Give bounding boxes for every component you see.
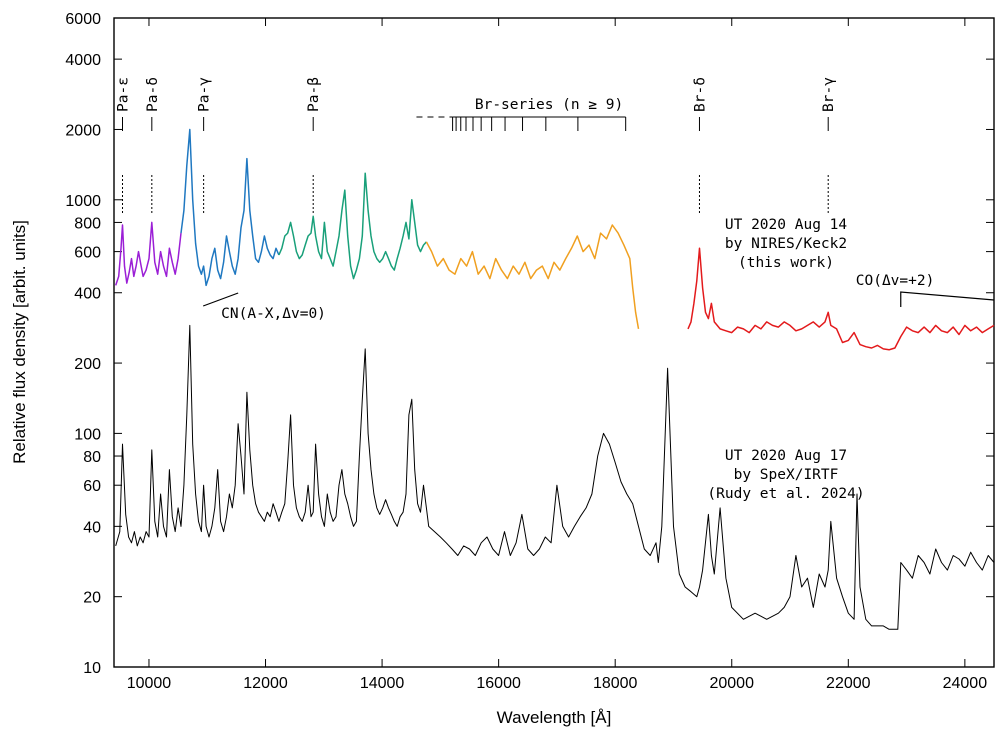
y-tick-label: 1000 [65, 193, 101, 210]
spectrum-series-0 [114, 221, 182, 286]
co-band-label: CO(Δv=+2) [856, 273, 935, 289]
y-tick-label: 400 [74, 286, 101, 303]
spectrum-label-line: UT 2020 Aug 14 [725, 217, 847, 233]
x-tick-label: 20000 [709, 675, 754, 692]
cn-band-marker [202, 292, 239, 307]
line-id-label: Pa-γ [197, 77, 213, 112]
y-tick-label: 60 [83, 478, 101, 495]
x-axis-title: Wavelength [Å] [497, 708, 612, 727]
spectrum-label-line: by SpeX/IRTF [734, 467, 839, 483]
y-tick-label: 800 [74, 215, 101, 232]
spectrum-series-1 [180, 128, 280, 287]
line-id-label: Pa-ε [116, 77, 132, 112]
line-id-label: Pa-δ [145, 77, 161, 112]
x-tick-label: 14000 [360, 675, 405, 692]
x-tick-label: 12000 [243, 675, 288, 692]
y-tick-label: 4000 [65, 52, 101, 69]
spectrum-label-line: (Rudy et al. 2024) [707, 486, 864, 502]
x-tick-label: 16000 [476, 675, 521, 692]
y-axis-title: Relative flux density [arbit. units] [10, 220, 29, 464]
y-tick-label: 10 [83, 660, 101, 677]
line-id-label: Br-γ [821, 77, 837, 112]
y-tick-label: 40 [83, 519, 101, 536]
spectrum-series-3 [425, 224, 640, 330]
y-tick-label: 600 [74, 245, 101, 262]
plot-frame [113, 17, 995, 668]
spectrum-series-4 [687, 247, 995, 351]
y-tick-label: 2000 [65, 122, 101, 139]
spectrum-label-line: UT 2020 Aug 17 [725, 448, 847, 464]
spectrum-series-2 [278, 172, 427, 280]
spectrum-series-5 [115, 324, 995, 630]
y-tick-label: 6000 [65, 11, 101, 28]
y-tick-label: 20 [83, 590, 101, 607]
y-tick-label: 80 [83, 449, 101, 466]
x-tick-label: 22000 [826, 675, 871, 692]
spectrum-label-line: by NIRES/Keck2 [725, 236, 847, 252]
y-tick-label: 200 [74, 356, 101, 373]
co-band-marker [900, 291, 995, 307]
br-series-label: Br-series (n ≥ 9) [475, 97, 623, 113]
x-tick-label: 24000 [943, 675, 988, 692]
x-tick-label: 18000 [593, 675, 638, 692]
x-tick-label: 10000 [127, 675, 172, 692]
y-tick-label: 100 [74, 426, 101, 443]
line-id-label: Br-δ [692, 77, 708, 112]
spectrum-label-line: (this work) [738, 255, 834, 271]
cn-band-label: CN(A-X,Δv=0) [221, 306, 326, 322]
line-id-label: Pa-β [306, 77, 322, 112]
